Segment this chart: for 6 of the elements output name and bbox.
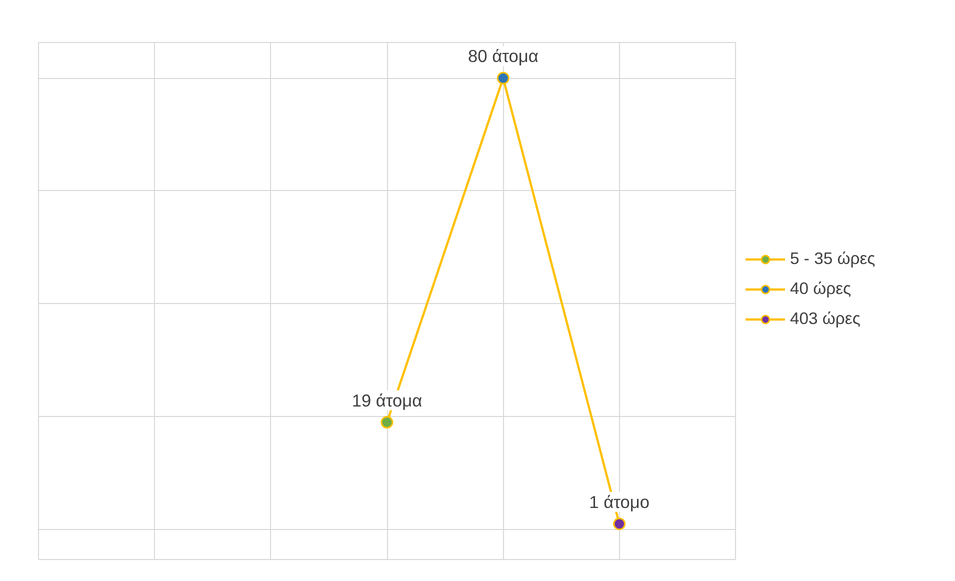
data-label: 80 άτομα xyxy=(468,46,538,66)
data-label: 19 άτομα xyxy=(352,390,422,410)
data-label: 1 άτομο xyxy=(589,492,650,512)
legend-label: 403 ώρες xyxy=(790,309,862,329)
legend-label: 5 - 35 ώρες xyxy=(790,249,876,269)
legend-label: 40 ώρες xyxy=(790,279,852,299)
